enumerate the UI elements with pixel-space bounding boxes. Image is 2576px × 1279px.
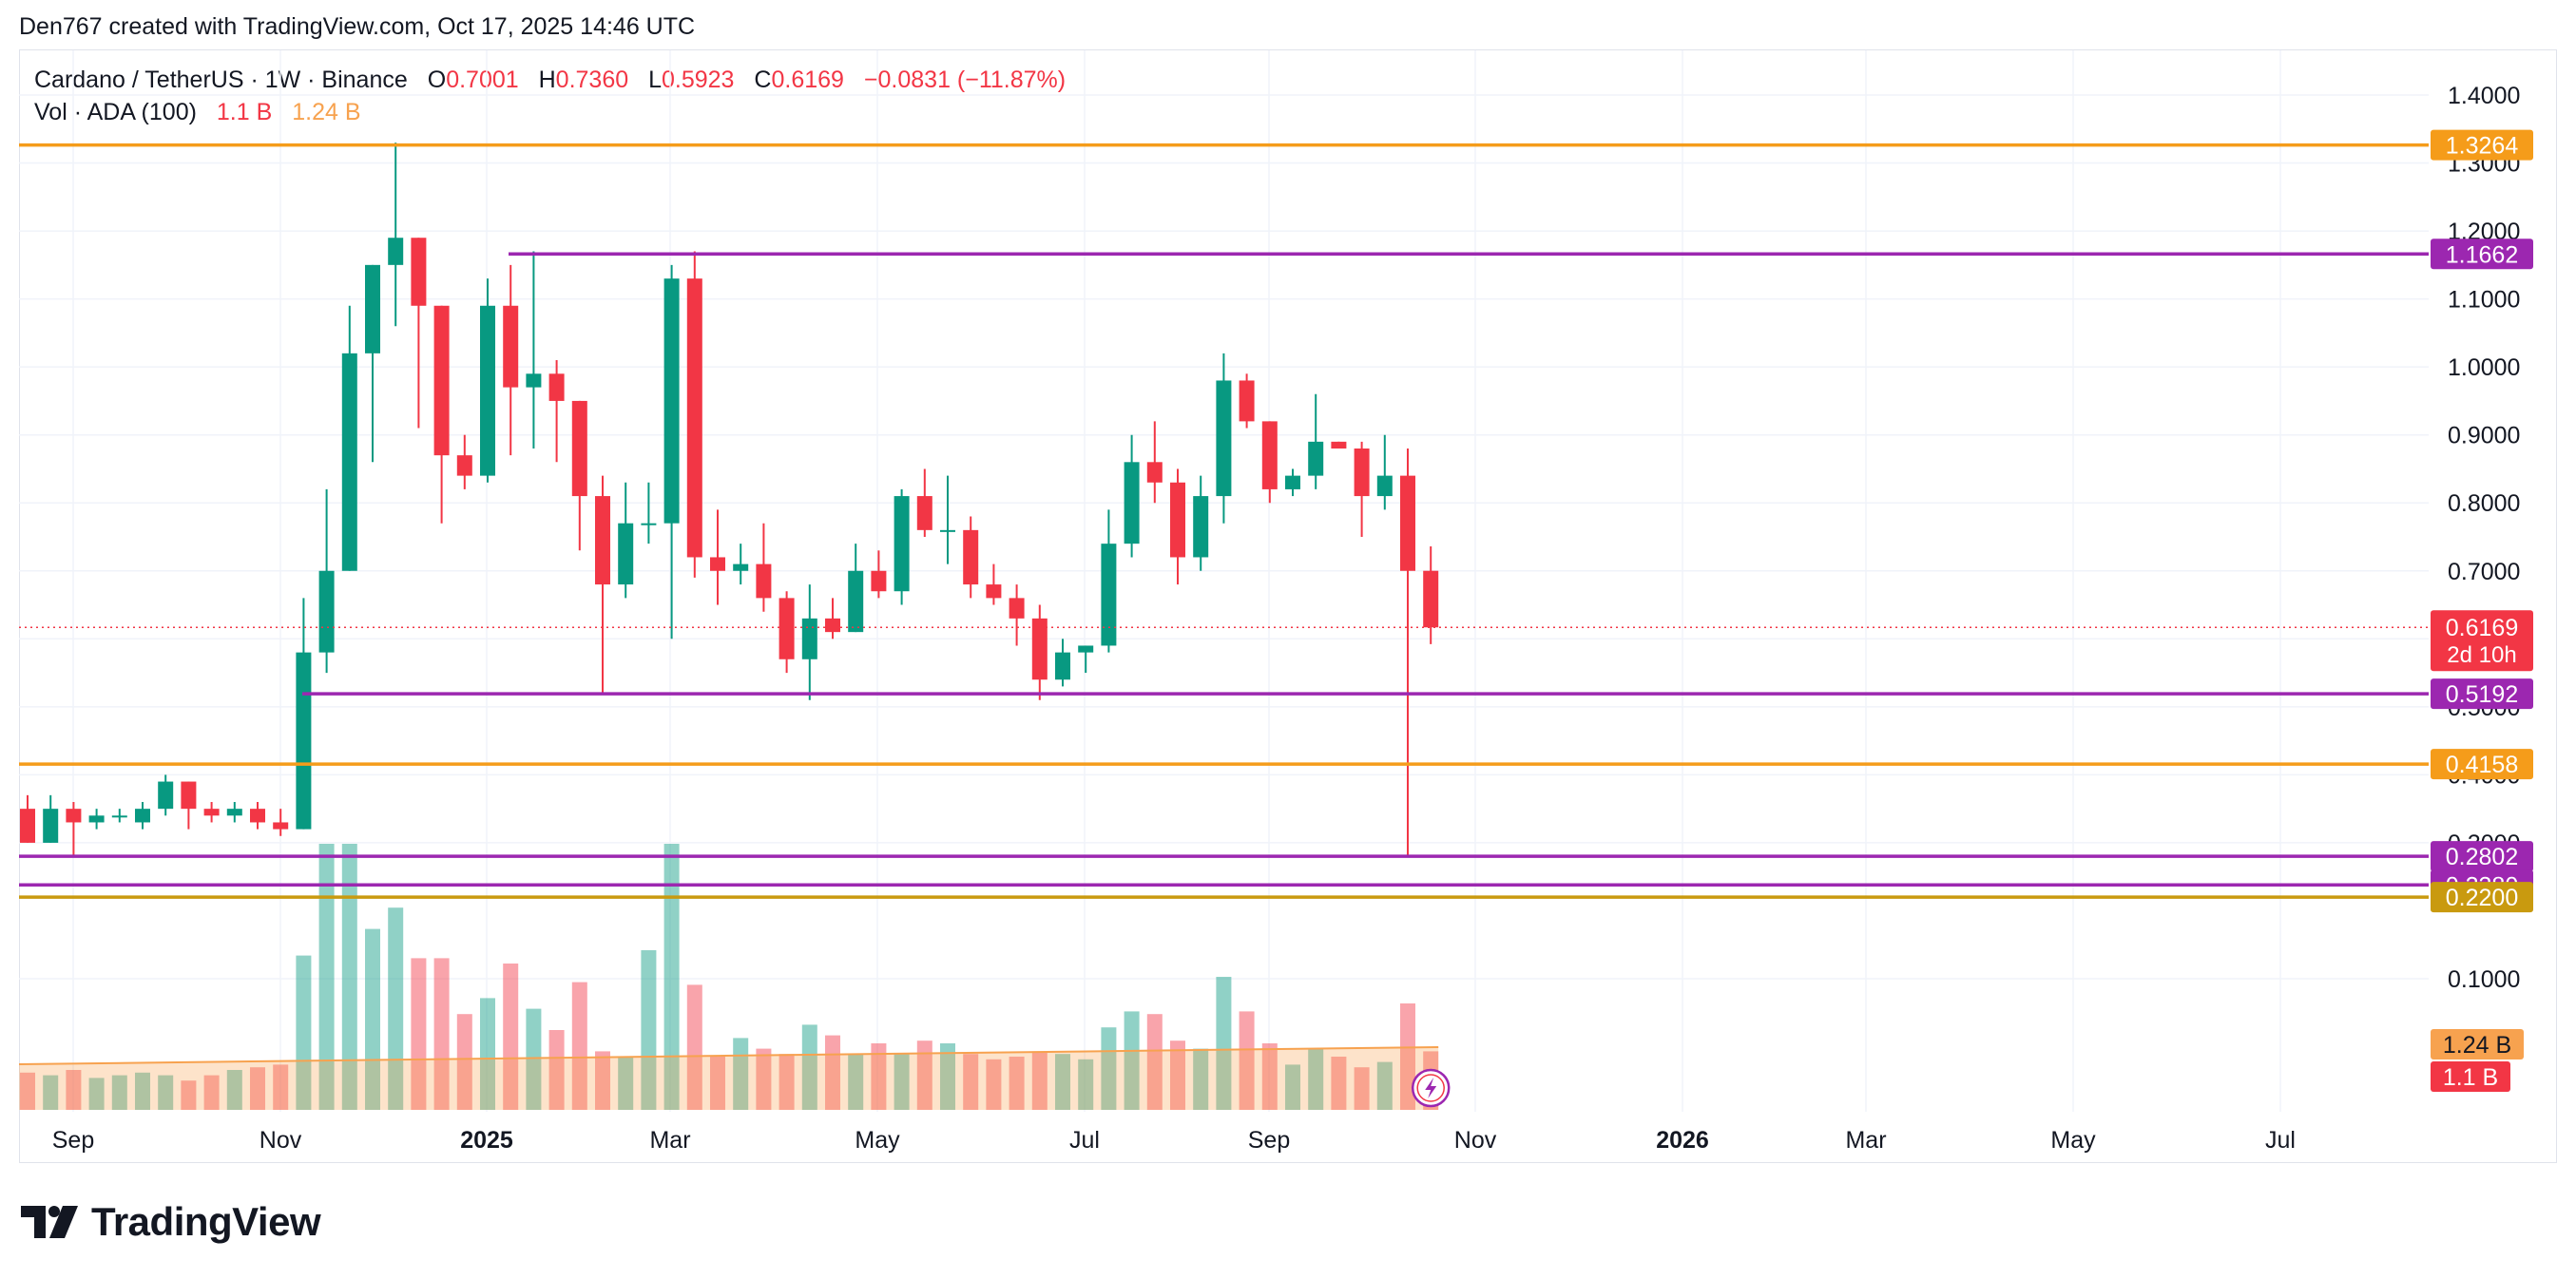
chart-panel[interactable] — [19, 49, 2557, 1163]
volume-label[interactable]: Vol · ADA (100) — [34, 99, 197, 125]
close-label: C — [754, 67, 772, 93]
tradingview-logo[interactable]: TradingView — [21, 1199, 321, 1245]
logo-text: TradingView — [91, 1199, 321, 1244]
low-value: 0.5923 — [662, 67, 735, 93]
open-value: 0.7001 — [446, 67, 519, 93]
low-label: L — [648, 67, 662, 93]
change-value: −0.0831 (−11.87%) — [863, 67, 1067, 93]
high-value: 0.7360 — [555, 67, 629, 93]
high-label: H — [538, 67, 556, 93]
volume-legend: Vol · ADA (100) 1.1 B 1.24 B — [34, 99, 361, 126]
chart-credit: Den767 created with TradingView.com, Oct… — [19, 13, 696, 40]
open-label: O — [427, 67, 447, 93]
symbol-legend: Cardano / TetherUS · 1W · Binance O0.700… — [34, 67, 1066, 94]
volume-value: 1.1 B — [216, 99, 273, 125]
tradingview-logo-icon — [21, 1206, 78, 1238]
close-value: 0.6169 — [771, 67, 844, 93]
symbol-name[interactable]: Cardano / TetherUS · 1W · Binance — [34, 67, 408, 93]
volume-ma-value: 1.24 B — [292, 99, 361, 125]
